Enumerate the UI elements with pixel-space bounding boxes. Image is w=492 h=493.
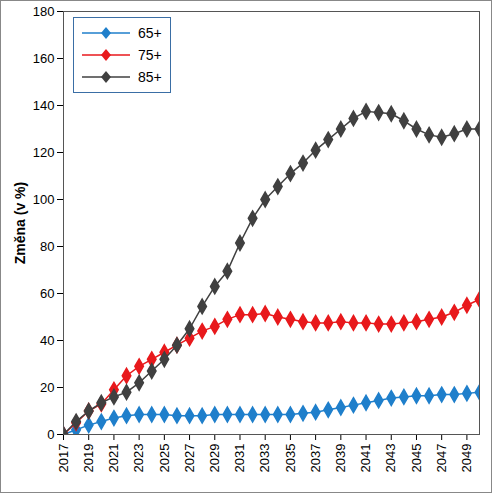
svg-text:Změna (v %): Změna (v %) — [12, 182, 28, 264]
svg-text:2039: 2039 — [333, 444, 348, 473]
svg-text:0: 0 — [47, 427, 54, 442]
svg-text:2037: 2037 — [308, 444, 323, 473]
svg-text:2021: 2021 — [106, 444, 121, 473]
svg-text:2035: 2035 — [283, 444, 298, 473]
svg-text:2049: 2049 — [459, 444, 474, 473]
svg-text:2047: 2047 — [434, 444, 449, 473]
svg-text:2029: 2029 — [207, 444, 222, 473]
svg-text:160: 160 — [33, 51, 55, 66]
svg-text:80: 80 — [40, 239, 54, 254]
svg-text:60: 60 — [40, 286, 54, 301]
svg-text:180: 180 — [33, 4, 55, 19]
svg-text:2043: 2043 — [383, 444, 398, 473]
svg-text:2023: 2023 — [131, 444, 146, 473]
svg-text:140: 140 — [33, 98, 55, 113]
svg-text:2019: 2019 — [81, 444, 96, 473]
svg-text:2045: 2045 — [409, 444, 424, 473]
svg-text:2033: 2033 — [257, 444, 272, 473]
html-text:65+: 65+ — [138, 25, 162, 41]
svg-text:2027: 2027 — [182, 444, 197, 473]
svg-text:120: 120 — [33, 145, 55, 160]
svg-text:40: 40 — [40, 333, 54, 348]
svg-text:2031: 2031 — [232, 444, 247, 473]
svg-text:2041: 2041 — [358, 444, 373, 473]
html-text:85+: 85+ — [138, 69, 162, 85]
svg-text:20: 20 — [40, 380, 54, 395]
svg-text:2025: 2025 — [157, 444, 172, 473]
svg-text:100: 100 — [33, 192, 55, 207]
svg-text:2017: 2017 — [56, 444, 71, 473]
html-text:75+: 75+ — [138, 47, 162, 63]
